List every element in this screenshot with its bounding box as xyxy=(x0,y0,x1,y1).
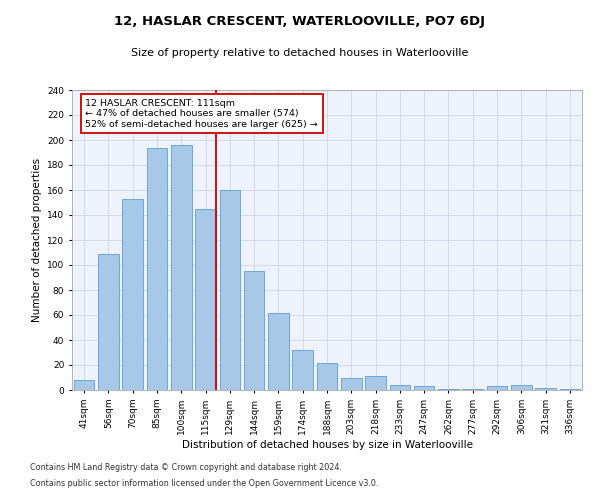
Text: Contains public sector information licensed under the Open Government Licence v3: Contains public sector information licen… xyxy=(30,478,379,488)
Bar xyxy=(487,386,508,390)
Text: 12, HASLAR CRESCENT, WATERLOOVILLE, PO7 6DJ: 12, HASLAR CRESCENT, WATERLOOVILLE, PO7 … xyxy=(115,15,485,28)
Bar xyxy=(560,389,580,390)
Bar xyxy=(74,380,94,390)
Bar xyxy=(341,378,362,390)
Y-axis label: Number of detached properties: Number of detached properties xyxy=(32,158,41,322)
Bar xyxy=(317,362,337,390)
Bar xyxy=(268,312,289,390)
Bar xyxy=(414,386,434,390)
Bar xyxy=(389,385,410,390)
Bar xyxy=(292,350,313,390)
Text: Contains HM Land Registry data © Crown copyright and database right 2024.: Contains HM Land Registry data © Crown c… xyxy=(30,464,342,472)
X-axis label: Distribution of detached houses by size in Waterlooville: Distribution of detached houses by size … xyxy=(182,440,473,450)
Text: 12 HASLAR CRESCENT: 111sqm
← 47% of detached houses are smaller (574)
52% of sem: 12 HASLAR CRESCENT: 111sqm ← 47% of deta… xyxy=(85,99,318,128)
Bar xyxy=(98,254,119,390)
Bar xyxy=(171,145,191,390)
Bar xyxy=(511,385,532,390)
Bar xyxy=(195,209,216,390)
Bar xyxy=(122,198,143,390)
Bar xyxy=(146,148,167,390)
Bar xyxy=(244,271,265,390)
Text: Size of property relative to detached houses in Waterlooville: Size of property relative to detached ho… xyxy=(131,48,469,58)
Bar xyxy=(535,388,556,390)
Bar xyxy=(438,389,459,390)
Bar xyxy=(365,376,386,390)
Bar xyxy=(463,389,483,390)
Bar xyxy=(220,190,240,390)
